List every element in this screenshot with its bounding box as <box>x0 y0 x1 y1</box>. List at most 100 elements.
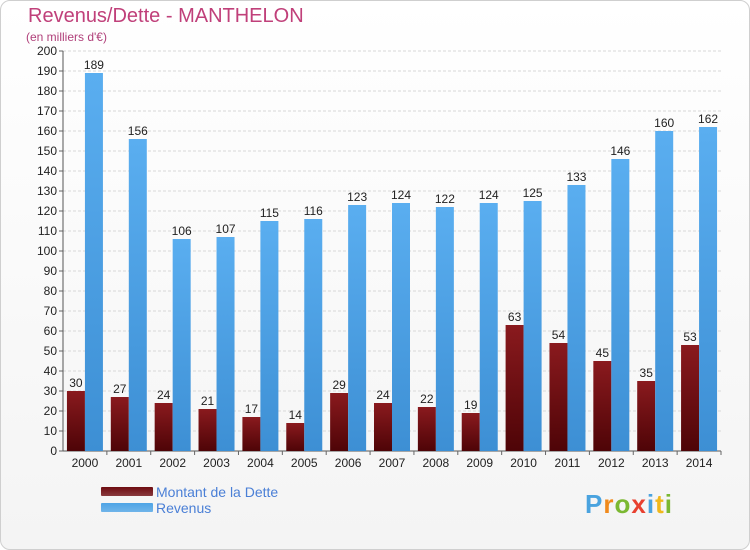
data-label-revenus: 107 <box>216 222 236 236</box>
y-tick-label: 170 <box>37 104 57 118</box>
data-label-revenus: 122 <box>435 192 455 206</box>
x-tick-label: 2004 <box>247 456 274 470</box>
data-label-dette: 24 <box>157 388 171 402</box>
data-label-dette: 17 <box>245 402 259 416</box>
data-label-dette: 22 <box>420 392 434 406</box>
y-tick-label: 10 <box>44 424 58 438</box>
y-tick-label: 0 <box>50 444 57 458</box>
logo-letter: i <box>664 489 673 519</box>
bar-revenus <box>523 201 542 451</box>
legend-label-dette: Montant de la Dette <box>156 484 279 500</box>
data-label-dette: 29 <box>332 378 346 392</box>
data-label-revenus: 162 <box>698 112 718 126</box>
proxiti-logo: Proxiti <box>585 489 673 520</box>
data-label-revenus: 106 <box>172 224 192 238</box>
chart-title: Revenus/Dette - MANTHELON <box>28 5 304 27</box>
logo-letter: P <box>585 489 604 519</box>
x-tick-label: 2008 <box>423 456 450 470</box>
x-tick-label: 2009 <box>466 456 493 470</box>
y-tick-label: 140 <box>37 164 57 178</box>
data-label-revenus: 146 <box>610 144 630 158</box>
legend-swatch-dette <box>101 487 153 496</box>
data-label-revenus: 124 <box>479 188 499 202</box>
x-tick-label: 2010 <box>510 456 537 470</box>
x-tick-label: 2000 <box>72 456 99 470</box>
bar-dette <box>505 325 524 451</box>
x-tick-label: 2006 <box>335 456 362 470</box>
y-tick-label: 200 <box>37 44 57 58</box>
bar-dette <box>66 391 85 451</box>
data-label-dette: 53 <box>683 330 697 344</box>
data-label-dette: 27 <box>113 382 127 396</box>
x-tick-label: 2011 <box>555 456 581 470</box>
bar-revenus <box>611 159 630 451</box>
bar-dette <box>286 423 305 451</box>
bar-revenus <box>435 207 454 451</box>
x-tick-label: 2005 <box>291 456 318 470</box>
bar-revenus <box>348 205 367 451</box>
data-label-revenus: 116 <box>304 204 323 218</box>
bar-dette <box>593 361 612 451</box>
bar-revenus <box>84 73 103 451</box>
legend-swatch-revenus <box>101 503 153 512</box>
bar-revenus <box>216 237 235 451</box>
logo-letter: x <box>631 489 647 519</box>
y-tick-label: 150 <box>37 144 57 158</box>
data-label-dette: 35 <box>640 366 654 380</box>
bar-revenus <box>655 131 674 451</box>
y-tick-label: 190 <box>37 64 57 78</box>
y-tick-label: 80 <box>44 284 58 298</box>
x-tick-label: 2003 <box>203 456 230 470</box>
data-label-dette: 45 <box>596 346 610 360</box>
bar-revenus <box>128 139 147 451</box>
data-label-dette: 54 <box>552 328 566 342</box>
bar-revenus <box>392 203 410 451</box>
y-tick-label: 30 <box>44 384 58 398</box>
bar-revenus <box>479 203 498 451</box>
x-tick-label: 2013 <box>642 456 669 470</box>
legend-label-revenus: Revenus <box>156 500 212 516</box>
x-tick-label: 2001 <box>115 456 142 470</box>
data-label-dette: 21 <box>201 394 215 408</box>
data-label-revenus: 189 <box>84 58 104 72</box>
y-tick-label: 90 <box>44 264 58 278</box>
x-tick-label: 2012 <box>598 456 625 470</box>
x-tick-label: 2014 <box>686 456 713 470</box>
data-label-revenus: 133 <box>566 170 586 184</box>
y-tick-label: 120 <box>37 204 57 218</box>
y-tick-label: 130 <box>37 184 57 198</box>
bar-dette <box>637 381 656 451</box>
bar-dette <box>374 403 392 451</box>
bar-revenus <box>172 239 191 451</box>
logo-letter: r <box>603 489 615 519</box>
y-tick-label: 40 <box>44 364 58 378</box>
bar-dette <box>417 407 436 451</box>
data-label-dette: 63 <box>508 310 522 324</box>
data-label-dette: 30 <box>69 376 83 390</box>
bar-dette <box>198 409 217 451</box>
bar-dette <box>110 397 129 451</box>
bar-dette <box>461 413 480 451</box>
data-label-revenus: 124 <box>391 188 411 202</box>
bar-revenus <box>567 185 586 451</box>
y-tick-label: 50 <box>44 344 58 358</box>
bar-dette <box>549 343 568 451</box>
data-label-dette: 19 <box>464 398 478 412</box>
data-label-dette: 14 <box>289 408 303 422</box>
logo-letter: o <box>614 489 632 519</box>
chart-subtitle: (en milliers d'€) <box>26 30 107 44</box>
bar-dette <box>154 403 173 451</box>
y-tick-label: 100 <box>37 244 57 258</box>
data-label-revenus: 125 <box>523 186 543 200</box>
x-tick-label: 2002 <box>159 456 186 470</box>
bar-dette <box>681 345 700 451</box>
bar-revenus <box>304 219 323 451</box>
y-tick-label: 70 <box>44 304 58 318</box>
bar-dette <box>242 417 261 451</box>
data-label-revenus: 156 <box>128 124 148 138</box>
bar-dette <box>330 393 349 451</box>
x-tick-label: 2007 <box>379 456 406 470</box>
y-tick-label: 160 <box>37 124 57 138</box>
logo-letter: i <box>646 489 656 519</box>
